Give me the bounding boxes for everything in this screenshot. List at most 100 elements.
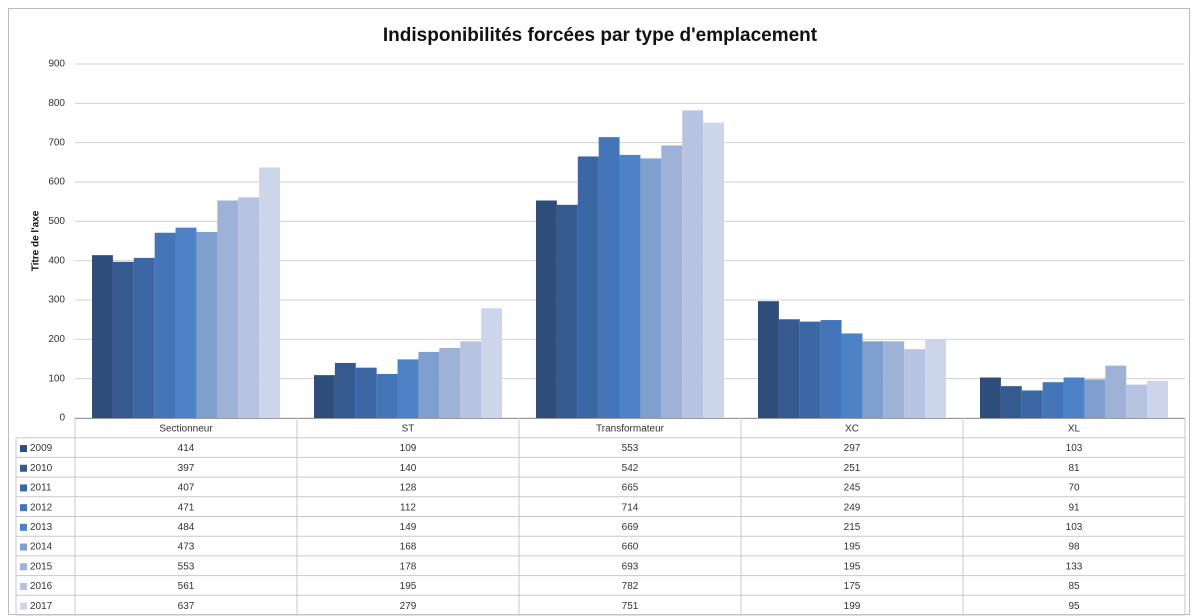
bar [439,347,461,418]
table-value: 178 [400,561,417,572]
bar [703,122,724,419]
legend-key [20,523,27,531]
table-value: 195 [400,581,417,592]
bar [1000,386,1022,418]
table-value: 669 [622,522,639,533]
table-value: 714 [622,502,639,513]
table-value: 98 [1068,542,1080,553]
legend-key [20,582,27,590]
table-value: 297 [844,443,861,454]
table-value: 279 [400,601,417,612]
legend-label: 2017 [30,601,53,612]
bar [355,367,377,418]
table-value: 542 [622,463,639,474]
table-value: 751 [622,601,639,612]
legend-label: 2015 [30,561,53,572]
x-tick-label: Transformateur [596,423,665,434]
bar [598,137,620,418]
bar [820,320,842,418]
table-value: 397 [178,463,195,474]
bar [758,301,779,418]
table-value: 660 [622,542,639,553]
y-tick-label: 200 [48,334,65,345]
bar [883,341,905,418]
bar [640,158,662,418]
bar [334,362,356,418]
table-value: 407 [178,483,195,494]
bar [904,349,926,418]
bar [619,154,641,419]
bar [376,373,398,418]
table-value: 109 [400,443,417,454]
bar [112,261,134,418]
table-value: 249 [844,502,861,513]
table-value: 561 [178,581,195,592]
bar [1126,384,1148,418]
table-value: 782 [622,581,639,592]
table-value: 484 [178,522,195,533]
table-value: 473 [178,542,195,553]
table-value: 195 [844,542,861,553]
bar [661,145,683,419]
table-value: 215 [844,522,861,533]
bar [556,204,578,418]
table-value: 245 [844,483,861,494]
bar [418,351,440,418]
bar [799,321,821,418]
table-value: 175 [844,581,861,592]
x-tick-label: Sectionneur [159,423,213,434]
bar [238,197,260,418]
table-value: 553 [622,443,639,454]
table-value: 693 [622,561,639,572]
table-value: 168 [400,542,417,553]
x-tick-label: ST [402,423,415,434]
legend-label: 2012 [30,502,53,513]
bar [841,333,863,418]
bar [314,375,335,418]
bar [925,339,946,418]
legend-key [20,563,27,571]
table-value: 471 [178,502,195,513]
y-tick-label: 0 [59,413,65,424]
y-tick-label: 100 [48,373,65,384]
legend-label: 2009 [30,443,53,454]
bar [133,257,155,418]
bar [196,231,218,418]
bar [980,377,1001,418]
bar [536,200,557,418]
table-value: 85 [1068,581,1080,592]
legend-label: 2013 [30,522,53,533]
table-value: 103 [1066,443,1083,454]
legend-key [20,543,27,551]
table-value: 128 [400,483,417,494]
legend-label: 2011 [30,483,52,494]
legend-label: 2016 [30,581,53,592]
bar [175,227,197,418]
table-value: 195 [844,561,861,572]
bar [1042,382,1064,418]
table-value: 637 [178,601,195,612]
bar [217,200,239,418]
y-tick-label: 400 [48,255,65,266]
legend-key [20,504,27,512]
bar [577,156,599,418]
table-value: 414 [178,443,195,454]
legend-label: 2010 [30,463,53,474]
y-tick-label: 600 [48,177,65,188]
bar [1063,377,1085,418]
bar [1105,365,1127,418]
table-value: 81 [1068,463,1080,474]
y-tick-label: 800 [48,98,65,109]
bar [1021,390,1043,418]
table-value: 140 [400,463,417,474]
y-tick-label: 500 [48,216,65,227]
table-value: 251 [844,463,861,474]
bar [259,167,280,418]
table-value: 149 [400,522,417,533]
bar [1084,379,1106,418]
bar [1147,380,1168,418]
bar [154,232,176,418]
bar [862,341,884,418]
y-tick-label: 300 [48,295,65,306]
